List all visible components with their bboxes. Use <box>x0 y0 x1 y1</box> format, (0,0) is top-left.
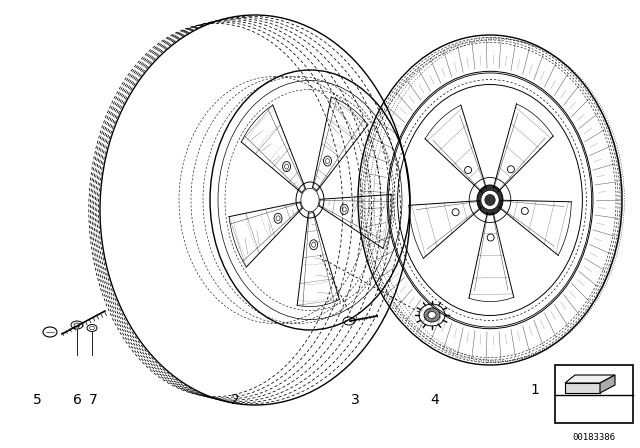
Polygon shape <box>565 383 600 393</box>
Ellipse shape <box>477 185 503 215</box>
Text: 1: 1 <box>531 383 540 397</box>
Text: 3: 3 <box>351 393 360 407</box>
Text: 5: 5 <box>33 393 42 407</box>
Polygon shape <box>565 375 615 383</box>
Text: 2: 2 <box>230 393 239 407</box>
Ellipse shape <box>485 194 495 206</box>
Text: 6: 6 <box>72 393 81 407</box>
Text: 7: 7 <box>88 393 97 407</box>
Ellipse shape <box>428 311 436 319</box>
Text: 00183386: 00183386 <box>573 432 616 441</box>
Ellipse shape <box>424 308 440 322</box>
Text: 4: 4 <box>431 393 440 407</box>
Bar <box>555 365 633 423</box>
Ellipse shape <box>481 190 499 210</box>
Polygon shape <box>600 375 615 393</box>
